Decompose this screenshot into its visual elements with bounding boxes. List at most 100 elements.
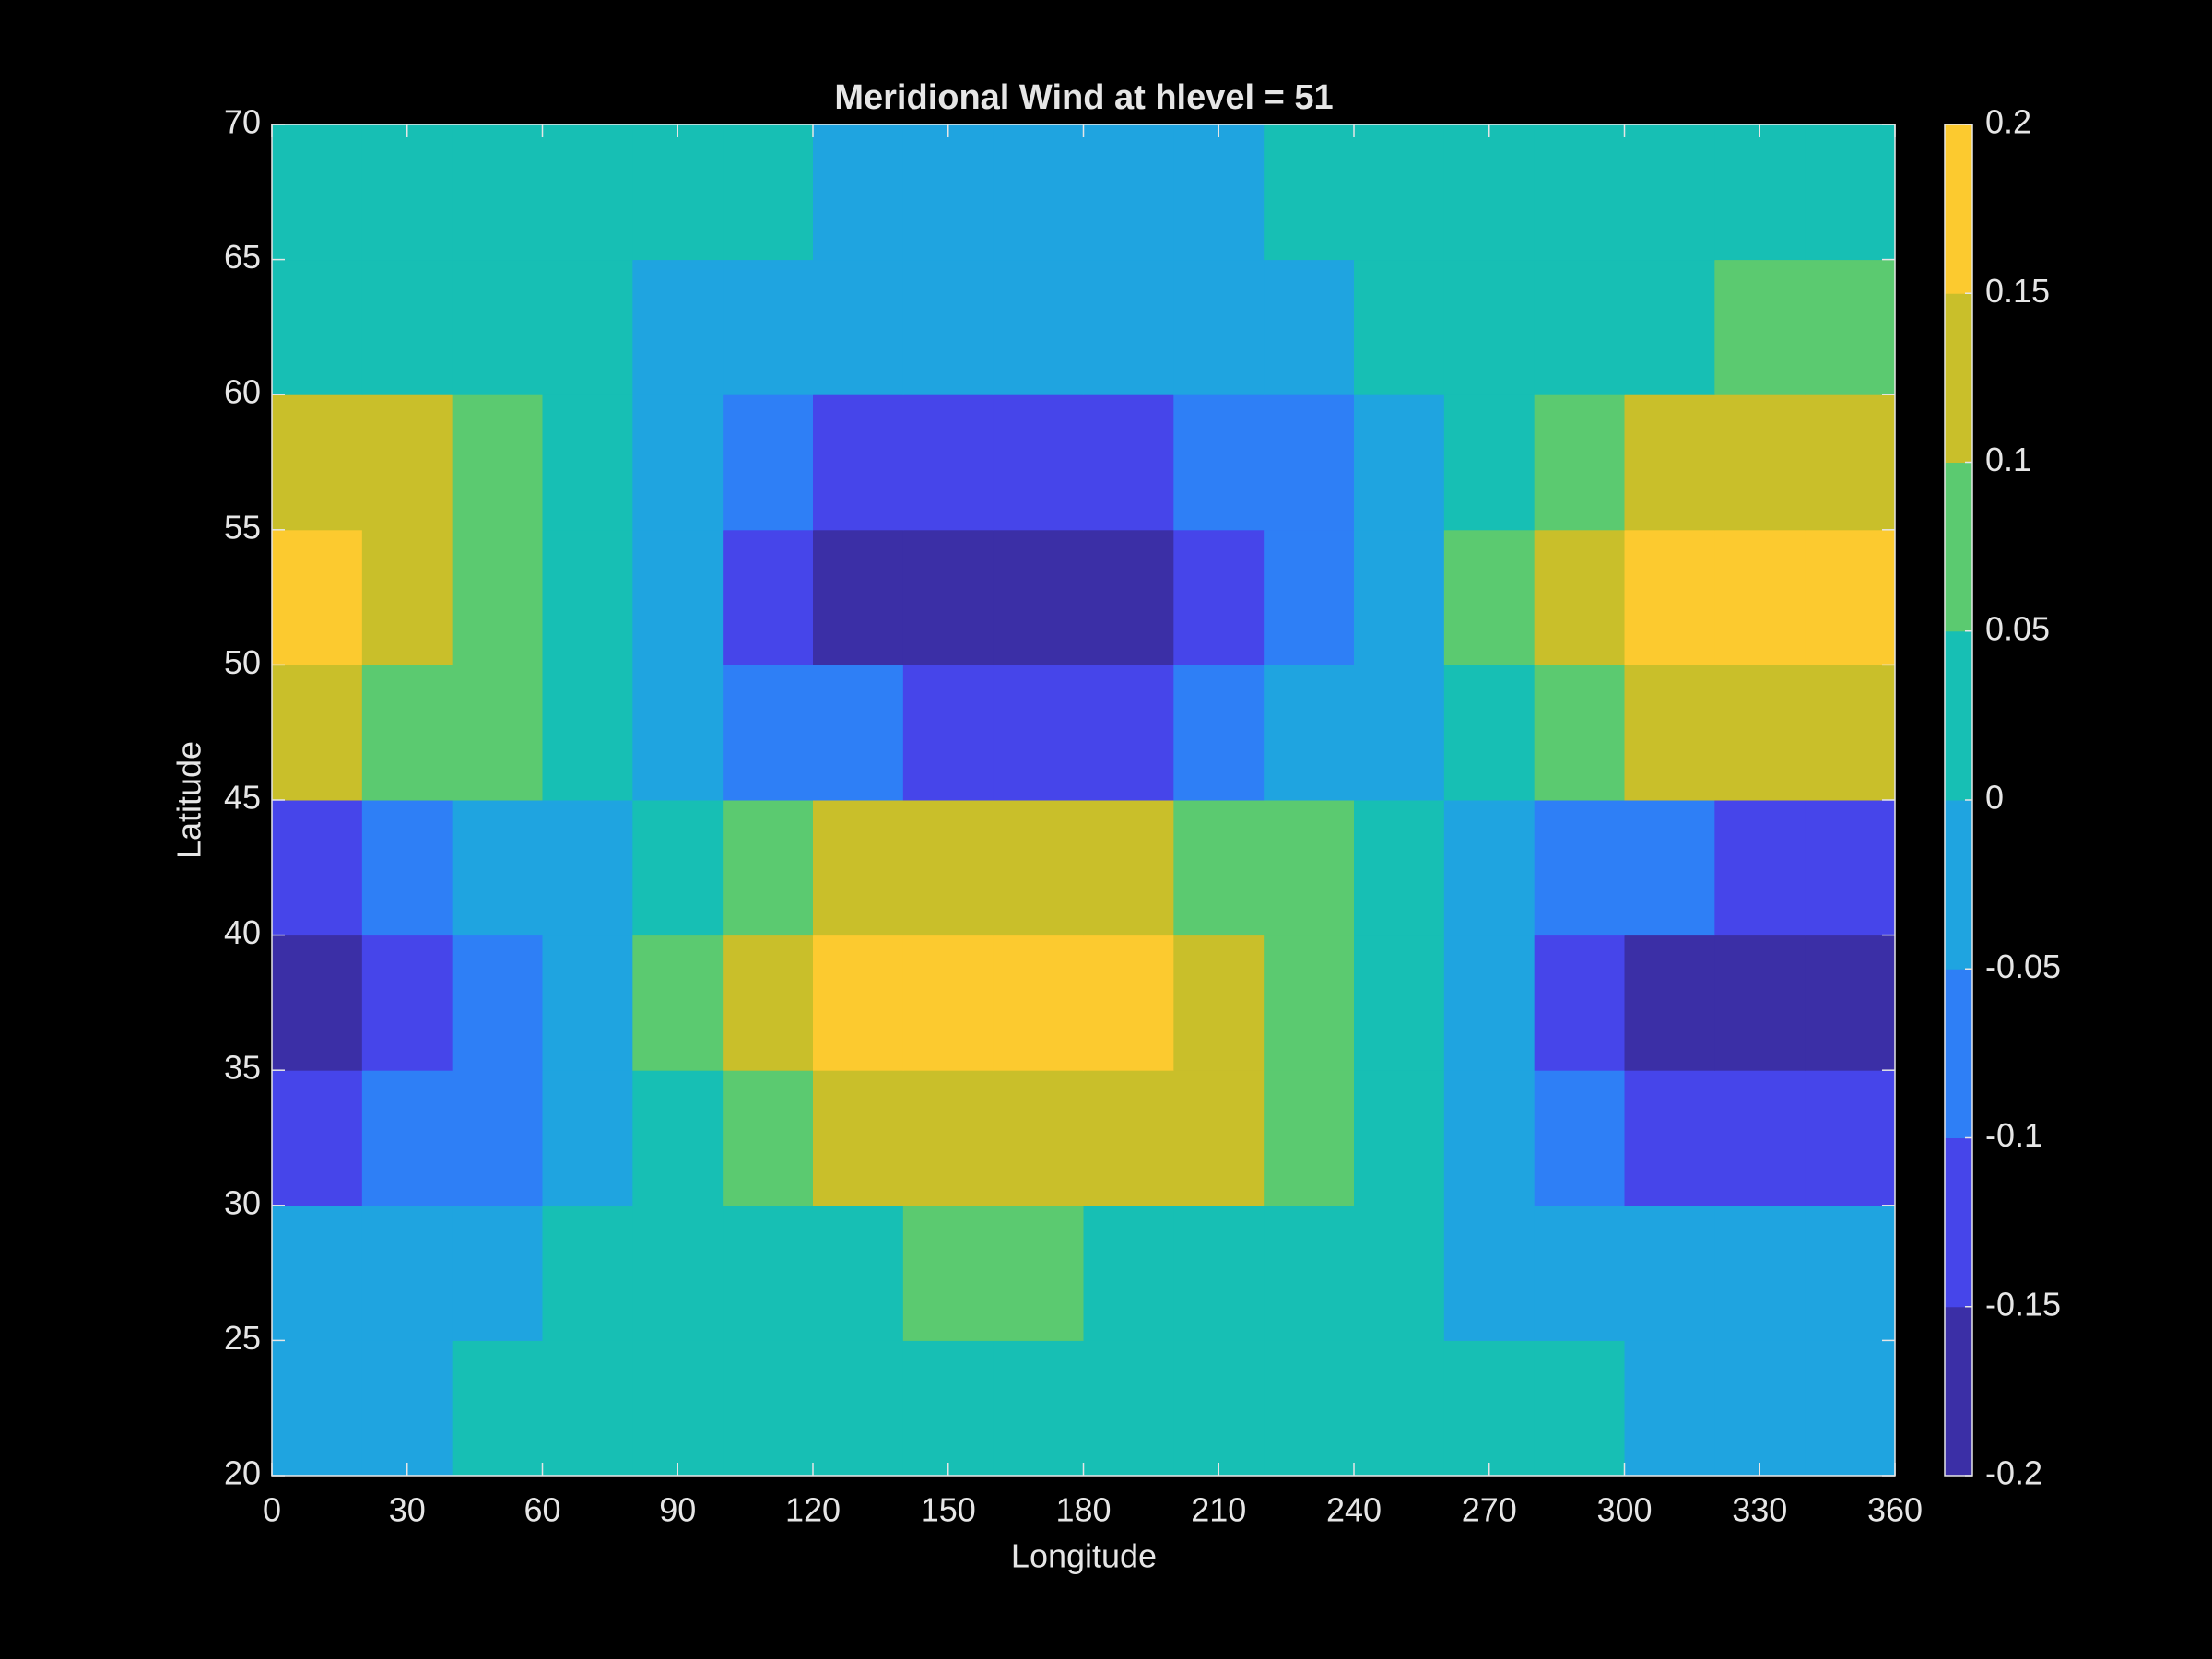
contour-cell (993, 1205, 1084, 1341)
contour-cell (542, 124, 633, 261)
contour-cell (1083, 1070, 1174, 1206)
colorbar-tick-label: 0 (1985, 779, 2004, 817)
contour-cell (1534, 800, 1625, 936)
contour-cell (272, 124, 363, 261)
contour-cell (902, 529, 994, 665)
contour-cell (1534, 394, 1625, 531)
contour-cell (542, 665, 633, 801)
contour-cell (813, 1205, 904, 1341)
contour-cell (361, 1070, 453, 1206)
contour-cell (1264, 935, 1355, 1071)
contour-cell (1443, 800, 1535, 936)
y-tick-label: 30 (224, 1183, 261, 1221)
contour-cell (361, 259, 453, 395)
contour-cell (993, 665, 1084, 801)
colorbar-band (1945, 630, 1972, 801)
contour-cell (272, 394, 363, 531)
contour-cell (723, 124, 814, 261)
contour-cell (1534, 1340, 1625, 1477)
y-tick-label: 70 (224, 103, 261, 141)
colorbar-tick-label: 0.05 (1985, 609, 2050, 647)
contour-cell (1173, 259, 1265, 395)
colorbar-band (1945, 1306, 1972, 1477)
contour-cell (1443, 394, 1535, 531)
contour-cell (361, 529, 453, 665)
colorbar-band (1945, 1137, 1972, 1308)
y-tick-label: 35 (224, 1049, 261, 1087)
x-tick-label: 300 (1596, 1491, 1652, 1529)
contour-cell (452, 259, 543, 395)
contour-cell (1264, 1340, 1355, 1477)
x-axis-label: Longitude (1011, 1537, 1157, 1575)
contour-cell (1083, 124, 1174, 261)
contour-cell (542, 1340, 633, 1477)
contour-cell (1534, 529, 1625, 665)
contour-cell (1173, 935, 1265, 1071)
contour-cell (452, 1340, 543, 1477)
contour-cell (452, 800, 543, 936)
contour-cell (452, 935, 543, 1071)
contour-cell (272, 935, 363, 1071)
contour-cell (1354, 935, 1445, 1071)
y-axis-label: Latitude (171, 741, 208, 859)
contour-cell (542, 935, 633, 1071)
contour-cell (272, 800, 363, 936)
contour-cell (1354, 1070, 1445, 1206)
contour-cell (902, 394, 994, 531)
contour-cell (1805, 665, 1896, 801)
contour-cell (723, 800, 814, 936)
contour-cell (993, 1070, 1084, 1206)
contour-cell (993, 800, 1084, 936)
contour-cell (1173, 529, 1265, 665)
colorbar-tick-label: 0.15 (1985, 272, 2050, 310)
contour-cell (542, 1205, 633, 1341)
contour-cell (993, 1340, 1084, 1477)
contour-cell (1443, 1205, 1535, 1341)
contour-cell (723, 529, 814, 665)
y-tick-label: 20 (224, 1454, 261, 1492)
contour-cell (723, 935, 814, 1071)
contour-cell (1264, 1205, 1355, 1341)
contour-cell (1624, 1070, 1715, 1206)
contour-cell (1805, 800, 1896, 936)
contour-cell (632, 1340, 724, 1477)
contour-cell (723, 259, 814, 395)
contour-cell (813, 529, 904, 665)
contour-cell (1083, 529, 1174, 665)
x-tick-label: 0 (263, 1491, 281, 1529)
contour-cell (723, 1340, 814, 1477)
x-tick-label: 150 (921, 1491, 976, 1529)
contour-cell (632, 394, 724, 531)
contour-cell (1714, 124, 1806, 261)
contour-cell (1173, 1340, 1265, 1477)
chart-title: Meridional Wind at hlevel = 51 (834, 78, 1333, 117)
contour-cell (1805, 1070, 1896, 1206)
y-tick-label: 65 (224, 238, 261, 276)
contour-cell (632, 935, 724, 1071)
contour-cell (542, 800, 633, 936)
contour-cell (1624, 665, 1715, 801)
colorbar-tick-label: -0.2 (1985, 1454, 2042, 1492)
contour-cell (1083, 665, 1174, 801)
contour-cell (1443, 124, 1535, 261)
contour-cell (813, 259, 904, 395)
colorbar-tick-label: 0.1 (1985, 441, 2031, 478)
colorbar-band (1945, 293, 1972, 463)
contour-cell (1083, 394, 1174, 531)
contour-cell (361, 935, 453, 1071)
contour-cell (452, 529, 543, 665)
contour-cell (813, 1070, 904, 1206)
x-tick-label: 360 (1867, 1491, 1923, 1529)
contour-cell (1264, 665, 1355, 801)
contour-cell (361, 800, 453, 936)
contour-cell (542, 394, 633, 531)
contour-cell (632, 665, 724, 801)
contour-cell (1443, 529, 1535, 665)
contour-cell (902, 1205, 994, 1341)
contour-cell (813, 665, 904, 801)
contour-cell (1714, 1205, 1806, 1341)
contour-cell (632, 259, 724, 395)
contour-cell (1624, 800, 1715, 936)
contour-cell (1264, 1070, 1355, 1206)
y-tick-label: 45 (224, 779, 261, 817)
